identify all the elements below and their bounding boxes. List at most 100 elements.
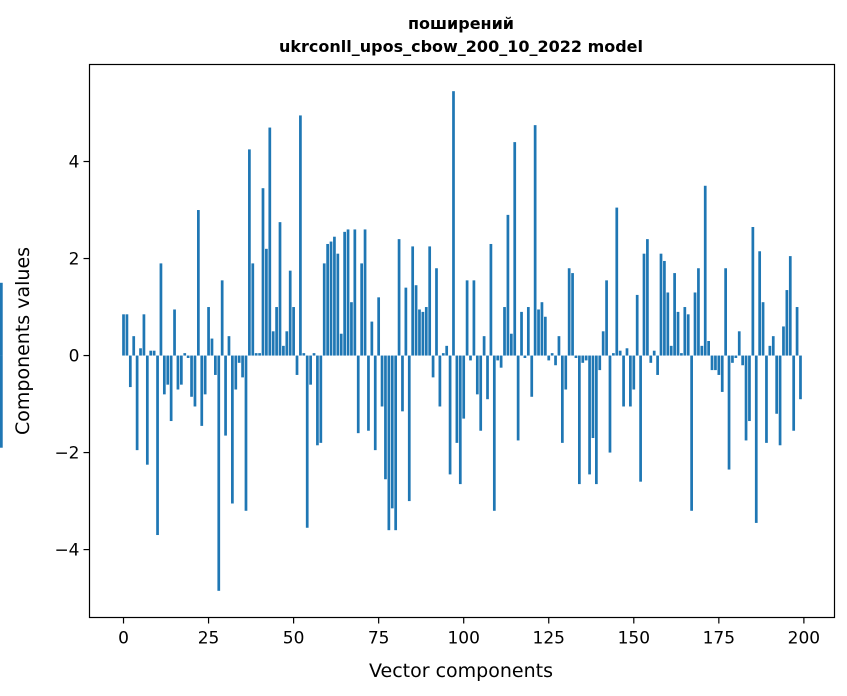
bar: [384, 355, 387, 480]
bar: [407, 355, 411, 502]
bar: [183, 353, 187, 356]
bar: [288, 270, 292, 356]
bar: [618, 350, 622, 356]
x-tick-label: 0: [118, 629, 129, 649]
bar: [741, 355, 745, 366]
bar: [397, 239, 401, 356]
bar: [751, 227, 755, 356]
bar: [125, 314, 129, 356]
bar: [727, 355, 731, 470]
y-tick-label: 0: [69, 347, 80, 367]
bar: [207, 307, 210, 356]
bar: [697, 268, 700, 356]
bar: [676, 311, 680, 356]
bar: [363, 229, 367, 356]
bar: [142, 314, 146, 356]
bar: [703, 185, 707, 356]
bar: [271, 331, 275, 356]
bar: [217, 355, 221, 591]
y-tick-label: 4: [69, 153, 80, 173]
bar: [516, 355, 520, 441]
bar: [186, 355, 190, 358]
bar: [438, 355, 442, 407]
bar: [295, 355, 299, 375]
bar: [214, 355, 217, 375]
bar: [135, 355, 139, 451]
bar: [179, 355, 183, 385]
x-tick-label: 75: [368, 629, 390, 649]
bar: [465, 280, 469, 356]
bar: [394, 355, 398, 531]
bar: [795, 307, 799, 356]
bar: [489, 243, 493, 356]
bar: [441, 353, 445, 356]
x-tick-label: 175: [703, 629, 735, 649]
bar: [475, 355, 479, 395]
bar: [316, 355, 319, 446]
bar: [462, 355, 466, 419]
bar: [540, 302, 544, 356]
plot-frame: [88, 63, 836, 619]
bar: [169, 355, 173, 422]
bar: [265, 248, 268, 356]
bar: [785, 290, 789, 356]
bar: [526, 307, 530, 356]
bar: [248, 149, 251, 356]
bar: [435, 268, 438, 356]
bar: [421, 311, 425, 356]
bar: [775, 355, 779, 414]
bar: [193, 355, 197, 407]
bar: [350, 302, 353, 356]
x-tick-label: 50: [283, 629, 305, 649]
bar: [578, 355, 581, 485]
bar: [0, 355, 3, 448]
bar: [299, 115, 302, 356]
bar: [724, 268, 727, 356]
bar: [639, 355, 642, 482]
bar: [377, 297, 381, 356]
bar: [581, 355, 585, 363]
bar: [285, 331, 289, 356]
bar: [152, 350, 156, 356]
bar: [543, 316, 547, 356]
bar: [292, 307, 295, 356]
x-tick-label: 25: [198, 629, 220, 649]
bar: [792, 355, 796, 431]
bar: [598, 355, 602, 371]
y-axis-label: Components values: [12, 247, 34, 435]
bar: [601, 331, 605, 356]
bar: [492, 355, 496, 511]
bar: [428, 246, 432, 356]
bar: [707, 341, 710, 356]
x-axis-ticks: 0 25 50 75 100 125 150 175 200: [118, 617, 820, 649]
bar: [0, 282, 3, 356]
bar: [506, 214, 510, 356]
bar: [710, 355, 714, 371]
bar: [509, 333, 513, 356]
bar: [737, 331, 741, 356]
bar: [778, 355, 782, 446]
bar: [319, 355, 323, 443]
bar: [132, 336, 136, 356]
bar: [370, 321, 374, 356]
bar: [122, 314, 125, 356]
bar: [680, 353, 683, 356]
bar: [360, 263, 364, 356]
bar: [380, 355, 384, 407]
bar: [278, 222, 282, 356]
bar: [659, 253, 663, 356]
x-tick-label: 125: [533, 629, 565, 649]
bar: [520, 311, 523, 356]
bar: [445, 345, 449, 356]
bar: [686, 314, 690, 356]
bar: [635, 294, 639, 356]
bar: [159, 263, 163, 356]
bar: [329, 241, 333, 356]
bar: [537, 309, 540, 356]
bar: [625, 348, 629, 356]
bar: [663, 260, 666, 356]
bar: [367, 355, 370, 431]
bar: [414, 285, 418, 356]
bar: [472, 280, 476, 356]
